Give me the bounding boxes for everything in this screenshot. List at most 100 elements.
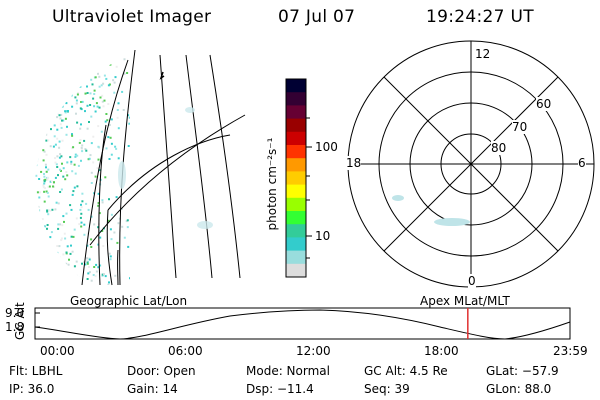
emission-pixel	[99, 96, 102, 99]
emission-pixel	[44, 187, 47, 190]
emission-pixel	[64, 237, 67, 240]
emission-pixel	[63, 232, 66, 235]
emission-pixel	[65, 251, 68, 254]
emission-pixel	[74, 155, 77, 158]
emission-pixel	[90, 78, 93, 81]
emission-pixel	[81, 150, 84, 153]
emission-pixel	[105, 147, 108, 150]
emission-pixel	[108, 252, 111, 255]
mlt-label-0: 0	[468, 274, 476, 288]
emission-pixel	[100, 130, 103, 133]
emission-pixel	[58, 114, 61, 117]
emission-pixel	[125, 220, 128, 223]
emission-pixel	[73, 163, 76, 166]
emission-pixel	[52, 145, 55, 148]
emission-pixel	[56, 137, 59, 140]
emission-pixel	[66, 245, 69, 248]
emission-pixel	[79, 85, 82, 88]
emission-pixel	[127, 245, 130, 248]
emission-pixel	[121, 90, 124, 93]
footer-ip: IP: 36.0	[9, 382, 55, 396]
emission-pixel	[46, 209, 49, 212]
emission-pixel	[43, 180, 46, 183]
emission-pixel	[94, 110, 97, 113]
emission-pixel	[115, 65, 118, 68]
emission-pixel	[80, 206, 83, 209]
emission-pixel	[117, 102, 120, 105]
color-bar-band	[286, 250, 306, 265]
emission-pixel	[89, 92, 92, 95]
emission-pixel	[43, 200, 46, 203]
emission-pixel	[110, 142, 113, 145]
emission-pixel	[56, 155, 59, 158]
geographic-label: Geographic Lat/Lon	[70, 294, 188, 308]
emission-pixel	[55, 201, 58, 204]
emission-pixel	[56, 166, 59, 168]
emission-pixel	[86, 259, 88, 262]
emission-pixel	[79, 216, 82, 219]
emission-pixel	[115, 196, 118, 199]
emission-pixel	[72, 146, 75, 149]
emission-pixel	[80, 146, 83, 149]
emission-pixel	[46, 224, 49, 226]
time-tick-0000: 00:00	[40, 344, 75, 358]
emission-pixel	[80, 203, 82, 206]
emission-pixel	[39, 191, 41, 194]
emission-pixel	[66, 161, 69, 164]
emission-pixel	[96, 105, 99, 108]
emission-pixel	[45, 170, 48, 173]
emission-pixel	[122, 109, 125, 111]
emission-pixel	[53, 135, 56, 138]
emission-pixel	[58, 156, 61, 159]
emission-pixel	[121, 225, 124, 228]
polar-diagonal-b	[383, 76, 559, 252]
emission-pixel	[43, 175, 46, 178]
footer-glon: GLon: 88.0	[486, 382, 552, 396]
emission-pixel	[86, 278, 89, 280]
footer-mode: Mode: Normal	[246, 364, 330, 378]
time-tick-1200: 12:00	[296, 344, 331, 358]
emission-pixel	[57, 223, 60, 226]
emission-pixel	[61, 224, 64, 227]
emission-pixel	[68, 258, 70, 261]
emission-pixel	[108, 158, 111, 160]
emission-pixel	[108, 281, 110, 284]
emission-pixel	[127, 145, 130, 147]
emission-pixel	[97, 125, 100, 128]
color-bar-band	[286, 79, 306, 93]
emission-pixel	[103, 99, 106, 102]
emission-pixel	[80, 101, 83, 103]
emission-pixel	[117, 157, 120, 160]
polar-emission	[392, 195, 470, 226]
emission-pixel	[109, 228, 112, 231]
emission-pixel	[70, 244, 72, 247]
emission-pixel	[69, 252, 72, 255]
emission-pixel	[42, 186, 45, 189]
emission-pixel	[43, 225, 46, 228]
emission-pixel	[109, 63, 112, 66]
emission-pixel	[70, 162, 73, 165]
emission-pixel	[93, 89, 96, 92]
emission-pixel	[60, 126, 63, 129]
emission-pixel	[54, 161, 57, 164]
emission-pixel	[45, 139, 48, 142]
altitude-curve	[34, 309, 571, 340]
emission-pixel	[86, 127, 89, 130]
emission-pixel	[59, 123, 62, 126]
color-bar-band	[286, 92, 306, 106]
emission-pixel	[81, 200, 84, 203]
emission-pixel	[99, 264, 102, 267]
emission-pixel	[57, 174, 59, 177]
emission-pixel	[86, 257, 89, 260]
emission-pixel	[128, 116, 130, 119]
time-tick-2359: 23:59	[553, 344, 588, 358]
emission-pixel	[116, 116, 119, 119]
emission-pixel	[64, 117, 67, 120]
footer-dsp: Dsp: −11.4	[246, 382, 314, 396]
emission-pixel	[48, 185, 51, 188]
emission-pixel	[65, 171, 68, 173]
emission-pixel	[80, 123, 82, 126]
color-bar-band	[286, 211, 306, 225]
altitude-ytick-9: 9.0	[5, 306, 25, 320]
emission-pixel	[88, 257, 91, 260]
